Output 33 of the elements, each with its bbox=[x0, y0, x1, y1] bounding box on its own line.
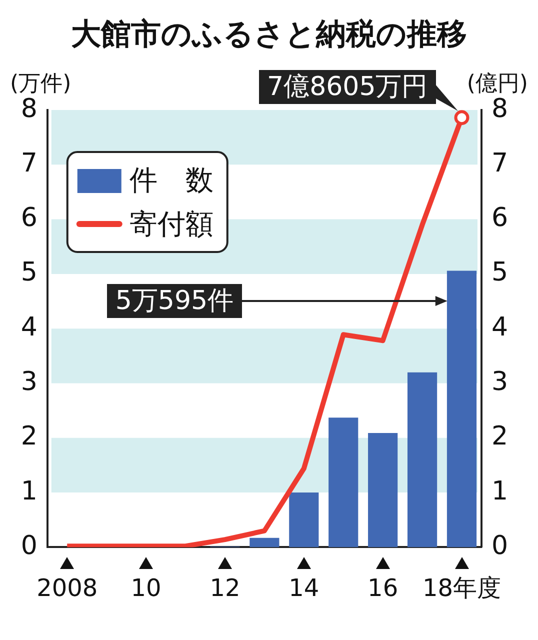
bar bbox=[289, 492, 319, 548]
bar bbox=[446, 270, 477, 548]
bar bbox=[368, 432, 398, 548]
y-tick-label: 6 bbox=[20, 203, 38, 234]
y2-tick-label: 4 bbox=[491, 312, 508, 342]
bar bbox=[328, 418, 358, 548]
y2-tick-label: 0 bbox=[491, 530, 508, 561]
x-tick-label: 2008 bbox=[36, 574, 98, 602]
y-tick-label: 1 bbox=[20, 476, 38, 506]
x-tick-label: 10 bbox=[130, 574, 162, 602]
annotation: 5万595件 bbox=[107, 284, 242, 318]
annotation: 7億8605万円 bbox=[259, 70, 436, 104]
y2-tick-label: 6 bbox=[491, 203, 508, 234]
x-tick-label: 14 bbox=[288, 574, 320, 602]
y2-tick-label: 3 bbox=[491, 367, 508, 397]
y-tick-label: 5 bbox=[20, 258, 38, 288]
bar bbox=[250, 538, 280, 548]
y-tick-label: 4 bbox=[20, 312, 38, 342]
y-tick-label: 3 bbox=[20, 367, 38, 397]
legend-label: 寄付額 bbox=[129, 207, 214, 240]
chart-title: 大館市のふるさと納税の推移 bbox=[71, 16, 467, 52]
y2-tick-label: 7 bbox=[491, 148, 508, 178]
y2-tick-label: 5 bbox=[491, 258, 508, 288]
x-tick-label: 18年度 bbox=[422, 574, 502, 602]
y-tick-label: 2 bbox=[20, 422, 38, 452]
legend-label: 件 数 bbox=[129, 163, 214, 196]
y-tick-label: 0 bbox=[20, 530, 38, 561]
y2-tick-label: 2 bbox=[491, 422, 508, 452]
x-tick-label: 12 bbox=[210, 574, 240, 602]
bar bbox=[407, 372, 438, 548]
y-tick-label: 7 bbox=[20, 148, 38, 178]
x-tick-label: 16 bbox=[368, 574, 398, 602]
y2-tick-label: 1 bbox=[491, 476, 508, 506]
